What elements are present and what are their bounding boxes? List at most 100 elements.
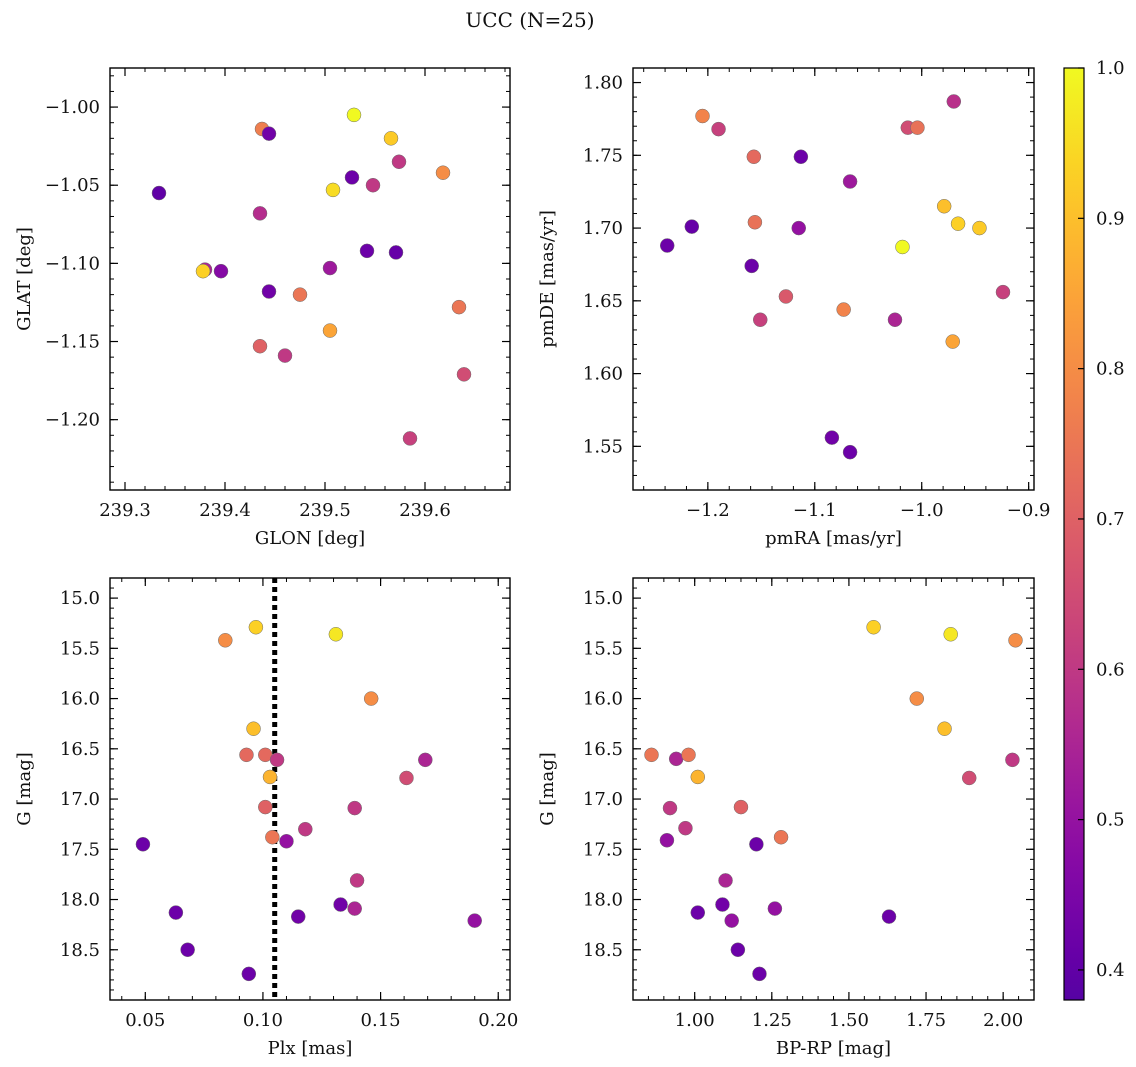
data-point	[718, 873, 733, 888]
data-point	[733, 799, 749, 815]
colorbar-tick-label: 0.7	[1096, 509, 1125, 530]
data-point	[747, 214, 763, 230]
data-point	[895, 239, 910, 255]
panel-pmra-pmde: −1.2 −1.1 −1.0 −0.9 1.55 1.60 1.65 1.70 1.75 1.80…	[537, 67, 1051, 549]
data-point	[322, 323, 338, 338]
data-point	[151, 185, 167, 201]
data-point	[690, 905, 706, 920]
x-tick-label: −0.9	[1007, 500, 1051, 521]
data-point	[213, 263, 229, 279]
data-point	[365, 177, 381, 193]
x-axis-label: pmRA [mas/yr]	[765, 528, 902, 549]
y-tick-label: 15.5	[583, 638, 623, 659]
data-point	[995, 284, 1011, 300]
data-point	[435, 165, 451, 180]
data-point	[328, 627, 344, 642]
data-point	[347, 800, 362, 816]
data-point	[659, 238, 675, 253]
data-point	[239, 747, 254, 763]
x-tick-label: 0.10	[243, 1010, 283, 1031]
data-point	[388, 245, 404, 260]
data-point	[451, 299, 467, 315]
y-tick-label: 17.5	[60, 839, 100, 860]
data-point	[793, 149, 809, 165]
x-tick-label: −1.0	[900, 500, 944, 521]
data-point	[399, 770, 414, 786]
data-point	[290, 909, 306, 924]
data-point	[298, 821, 313, 837]
y-tick-label: 18.5	[583, 940, 623, 961]
data-point	[391, 154, 407, 170]
data-point	[909, 691, 925, 706]
data-point	[662, 800, 678, 816]
data-point	[1005, 752, 1020, 768]
y-tick-label: 1.60	[583, 364, 623, 385]
y-tick-label: 16.5	[60, 739, 100, 760]
x-tick-label: 1.75	[906, 1010, 946, 1031]
x-axis-label: BP-RP [mag]	[776, 1038, 891, 1059]
data-point	[943, 627, 958, 642]
figure-title: UCC (N=25)	[465, 8, 594, 32]
data-point	[881, 909, 897, 924]
x-tick-label: −1.1	[793, 500, 837, 521]
y-tick-label: 18.0	[60, 890, 100, 911]
x-axis-label: Plx [mas]	[268, 1038, 353, 1059]
panel-glon-glat: 239.3 239.4 239.5 239.6 −1.00 −1.05 −1.10 −1.15…	[14, 67, 511, 549]
data-point	[824, 430, 840, 445]
y-tick-label: 16.0	[583, 689, 623, 710]
data-point	[135, 837, 151, 852]
y-axis-label: GLAT [deg]	[14, 227, 35, 331]
data-point	[659, 832, 675, 848]
y-axis-label: G [mag]	[537, 752, 558, 825]
y-tick-label: 17.0	[583, 789, 623, 810]
data-point	[265, 829, 280, 845]
data-point	[269, 752, 285, 768]
data-point	[383, 131, 399, 146]
y-tick-label: 17.5	[583, 839, 623, 860]
panel-plx-g: 0.05 0.10 0.15 0.20 15.0 15.5 16.0 16.5 17.0 17.5…	[14, 577, 518, 1059]
data-point	[456, 367, 472, 382]
y-tick-label: 15.5	[60, 638, 100, 659]
y-tick-label: −1.00	[45, 97, 100, 118]
data-point	[767, 901, 783, 916]
data-point	[261, 126, 277, 141]
data-point	[836, 302, 851, 317]
data-point	[724, 913, 739, 928]
data-point	[279, 833, 294, 849]
data-point	[778, 289, 794, 304]
x-tick-label: 239.5	[299, 500, 351, 521]
data-point	[467, 913, 482, 928]
y-tick-label: 17.0	[60, 789, 100, 810]
data-point	[333, 897, 348, 912]
data-point	[644, 747, 659, 763]
data-point	[945, 334, 960, 349]
x-tick-label: 239.6	[399, 500, 451, 521]
data-point	[346, 107, 362, 123]
data-point	[180, 942, 195, 958]
data-point	[252, 206, 268, 221]
colorbar-frame	[1063, 67, 1085, 1001]
data-point	[910, 120, 925, 135]
data-point	[218, 633, 233, 648]
x-tick-label: 0.20	[478, 1010, 518, 1031]
y-tick-label: −1.20	[45, 410, 100, 431]
data-point	[168, 905, 184, 920]
y-tick-label: 16.0	[60, 689, 100, 710]
data-point	[684, 219, 700, 234]
data-point	[715, 897, 730, 912]
data-point	[842, 174, 858, 189]
data-point	[730, 942, 746, 958]
y-tick-label: 1.65	[583, 291, 623, 312]
data-point	[262, 769, 278, 785]
data-point	[359, 243, 375, 259]
data-point	[668, 751, 684, 767]
x-tick-label: 2.00	[983, 1010, 1023, 1031]
data-point	[887, 312, 903, 327]
colorbar-tick-label: 0.9	[1096, 208, 1125, 229]
data-point	[349, 873, 365, 888]
data-point	[195, 263, 211, 279]
x-tick-label: 0.05	[125, 1010, 165, 1031]
colorbar-tick-label: 0.8	[1096, 359, 1125, 380]
data-point	[261, 284, 277, 299]
